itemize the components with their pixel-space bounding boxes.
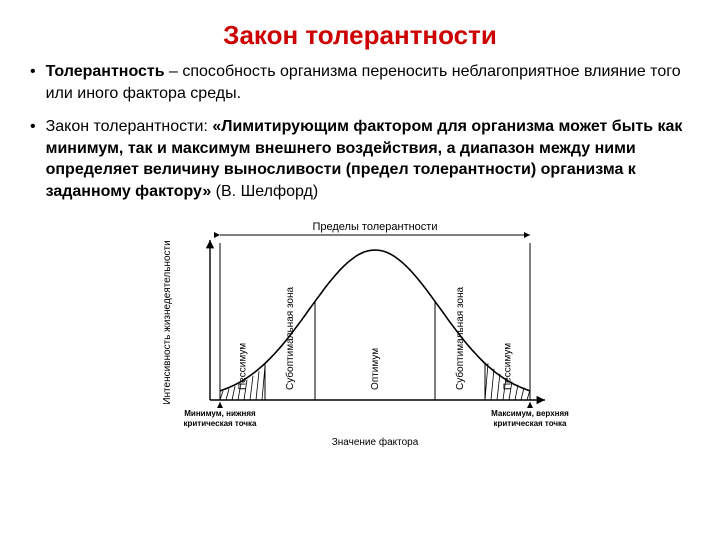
svg-text:критическая точка: критическая точка (183, 419, 257, 428)
svg-text:Субоптимальная зона: Субоптимальная зона (284, 286, 296, 390)
chart-svg: Пределы толерантности Интенсивность жизне… (150, 215, 570, 455)
bullet-1-content: Толерантность – способность организма пе… (46, 61, 690, 104)
svg-text:критическая точка: критическая точка (493, 419, 567, 428)
bullet-2-prefix: Закон толерантности: (46, 118, 213, 135)
svg-text:Максимум, верхняя: Максимум, верхняя (491, 409, 569, 418)
bullet-2: • Закон толерантности: «Лимитирующим фак… (30, 116, 690, 202)
svg-text:Минимум, нижняя: Минимум, нижняя (184, 409, 256, 418)
bullet-marker: • (30, 61, 36, 104)
bullet-1-term: Толерантность (46, 63, 165, 80)
page-title: Закон толерантности (30, 20, 690, 51)
svg-text:Пессимум: Пессимум (238, 342, 249, 389)
svg-text:Пессимум: Пессимум (503, 342, 514, 389)
bullet-marker: • (30, 116, 36, 202)
svg-text:Интенсивность жизнедеятельност: Интенсивность жизнедеятельности (162, 240, 173, 404)
bullet-2-content: Закон толерантности: «Лимитирующим факто… (46, 116, 690, 202)
bullet-2-author: (В. Шелфорд) (211, 183, 318, 200)
bullet-1: • Толерантность – способность организма … (30, 61, 690, 104)
svg-text:Пределы толерантности: Пределы толерантности (312, 221, 437, 233)
tolerance-chart: Пределы толерантности Интенсивность жизне… (30, 215, 690, 455)
svg-text:Субоптимальная зона: Субоптимальная зона (454, 286, 466, 390)
svg-text:Значение фактора: Значение фактора (332, 436, 419, 448)
svg-text:Оптимум: Оптимум (370, 347, 381, 389)
